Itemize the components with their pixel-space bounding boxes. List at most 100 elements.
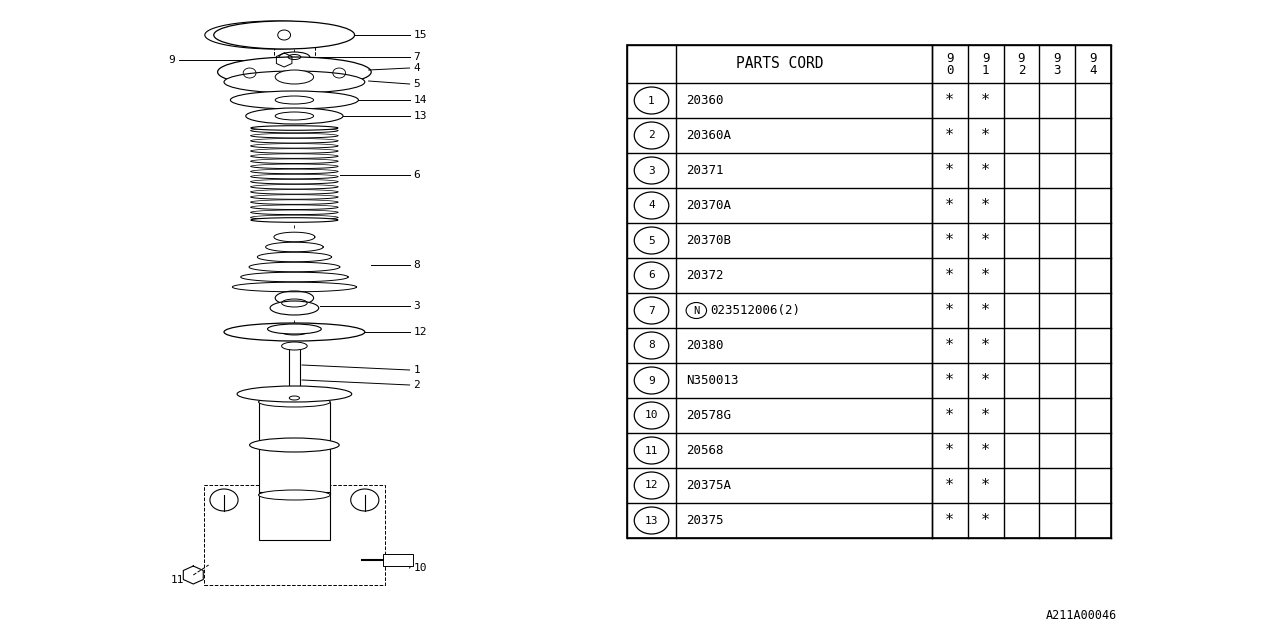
Text: 5: 5 [648,236,655,246]
Text: 023512006(2): 023512006(2) [710,304,800,317]
Bar [289,346,300,398]
Ellipse shape [282,342,307,350]
Text: *: * [980,443,991,458]
Text: *: * [980,408,991,423]
Text: *: * [945,268,955,283]
Text: N350013: N350013 [686,374,739,387]
Text: 20370A: 20370A [686,199,731,212]
Text: 9: 9 [1018,51,1025,65]
Ellipse shape [268,324,321,334]
Bar [204,485,385,585]
Text: 20375: 20375 [686,514,723,527]
Ellipse shape [246,108,343,124]
Text: 4: 4 [413,63,420,73]
Ellipse shape [251,218,338,222]
Ellipse shape [218,57,371,87]
Text: 12: 12 [413,327,428,337]
Text: *: * [980,338,991,353]
Text: A211A00046: A211A00046 [1046,609,1117,622]
Text: *: * [980,93,991,108]
Bar [259,492,330,540]
Ellipse shape [210,489,238,511]
Text: PARTS CORD: PARTS CORD [736,56,823,72]
Text: *: * [945,373,955,388]
Bar [627,45,1111,538]
Ellipse shape [270,301,319,315]
Text: *: * [945,303,955,318]
Text: *: * [945,233,955,248]
Text: *: * [980,128,991,143]
Text: 7: 7 [413,52,420,62]
Text: 20578G: 20578G [686,409,731,422]
Text: *: * [980,303,991,318]
Text: 20372: 20372 [686,269,723,282]
Text: 9: 9 [982,51,989,65]
Text: *: * [945,128,955,143]
Text: 4: 4 [648,200,655,211]
Text: 12: 12 [645,481,658,490]
Text: 3: 3 [1053,63,1061,77]
Text: 15: 15 [413,30,428,40]
Text: 13: 13 [413,111,428,121]
Text: 9: 9 [648,376,655,385]
Ellipse shape [250,438,339,452]
Text: *: * [980,268,991,283]
Text: 14: 14 [413,95,428,105]
Text: *: * [945,198,955,213]
Ellipse shape [259,490,330,500]
Text: *: * [980,163,991,178]
Text: *: * [945,338,955,353]
Text: *: * [945,93,955,108]
Text: 20360A: 20360A [686,129,731,142]
Text: 2: 2 [1018,63,1025,77]
Text: 20370B: 20370B [686,234,731,247]
Text: 20360: 20360 [686,94,723,107]
Text: 3: 3 [413,301,420,311]
Ellipse shape [351,489,379,511]
Text: N: N [694,305,699,316]
Bar [259,402,330,495]
Ellipse shape [230,91,358,109]
Text: *: * [980,198,991,213]
Ellipse shape [279,52,310,62]
Ellipse shape [251,125,338,131]
Text: 20380: 20380 [686,339,723,352]
Text: 3: 3 [648,166,655,175]
Text: 11: 11 [170,575,184,585]
Text: 4: 4 [1089,63,1097,77]
Text: *: * [980,233,991,248]
Ellipse shape [224,71,365,93]
Ellipse shape [224,323,365,341]
Ellipse shape [259,397,330,407]
Text: 9: 9 [1053,51,1061,65]
Text: 9: 9 [1089,51,1097,65]
Text: *: * [945,408,955,423]
Text: 1: 1 [413,365,420,375]
Text: 2: 2 [413,380,420,390]
Text: 7: 7 [648,305,655,316]
Text: 8: 8 [413,260,420,270]
Ellipse shape [289,396,300,400]
Text: 5: 5 [413,79,420,89]
Text: 1: 1 [982,63,989,77]
Text: *: * [980,373,991,388]
Text: 13: 13 [645,515,658,525]
Text: 1: 1 [648,95,655,106]
Bar [274,43,315,71]
Text: 20568: 20568 [686,444,723,457]
Text: *: * [945,163,955,178]
Text: *: * [945,513,955,528]
Text: 11: 11 [645,445,658,456]
Text: 2: 2 [648,131,655,141]
Text: 0: 0 [946,63,954,77]
Ellipse shape [275,291,314,305]
Text: 10: 10 [645,410,658,420]
Bar [383,554,413,566]
Text: 9: 9 [946,51,954,65]
Text: 8: 8 [648,340,655,351]
Ellipse shape [214,21,355,49]
Text: 6: 6 [413,170,420,180]
Text: 20375A: 20375A [686,479,731,492]
Text: *: * [980,478,991,493]
Ellipse shape [275,70,314,84]
